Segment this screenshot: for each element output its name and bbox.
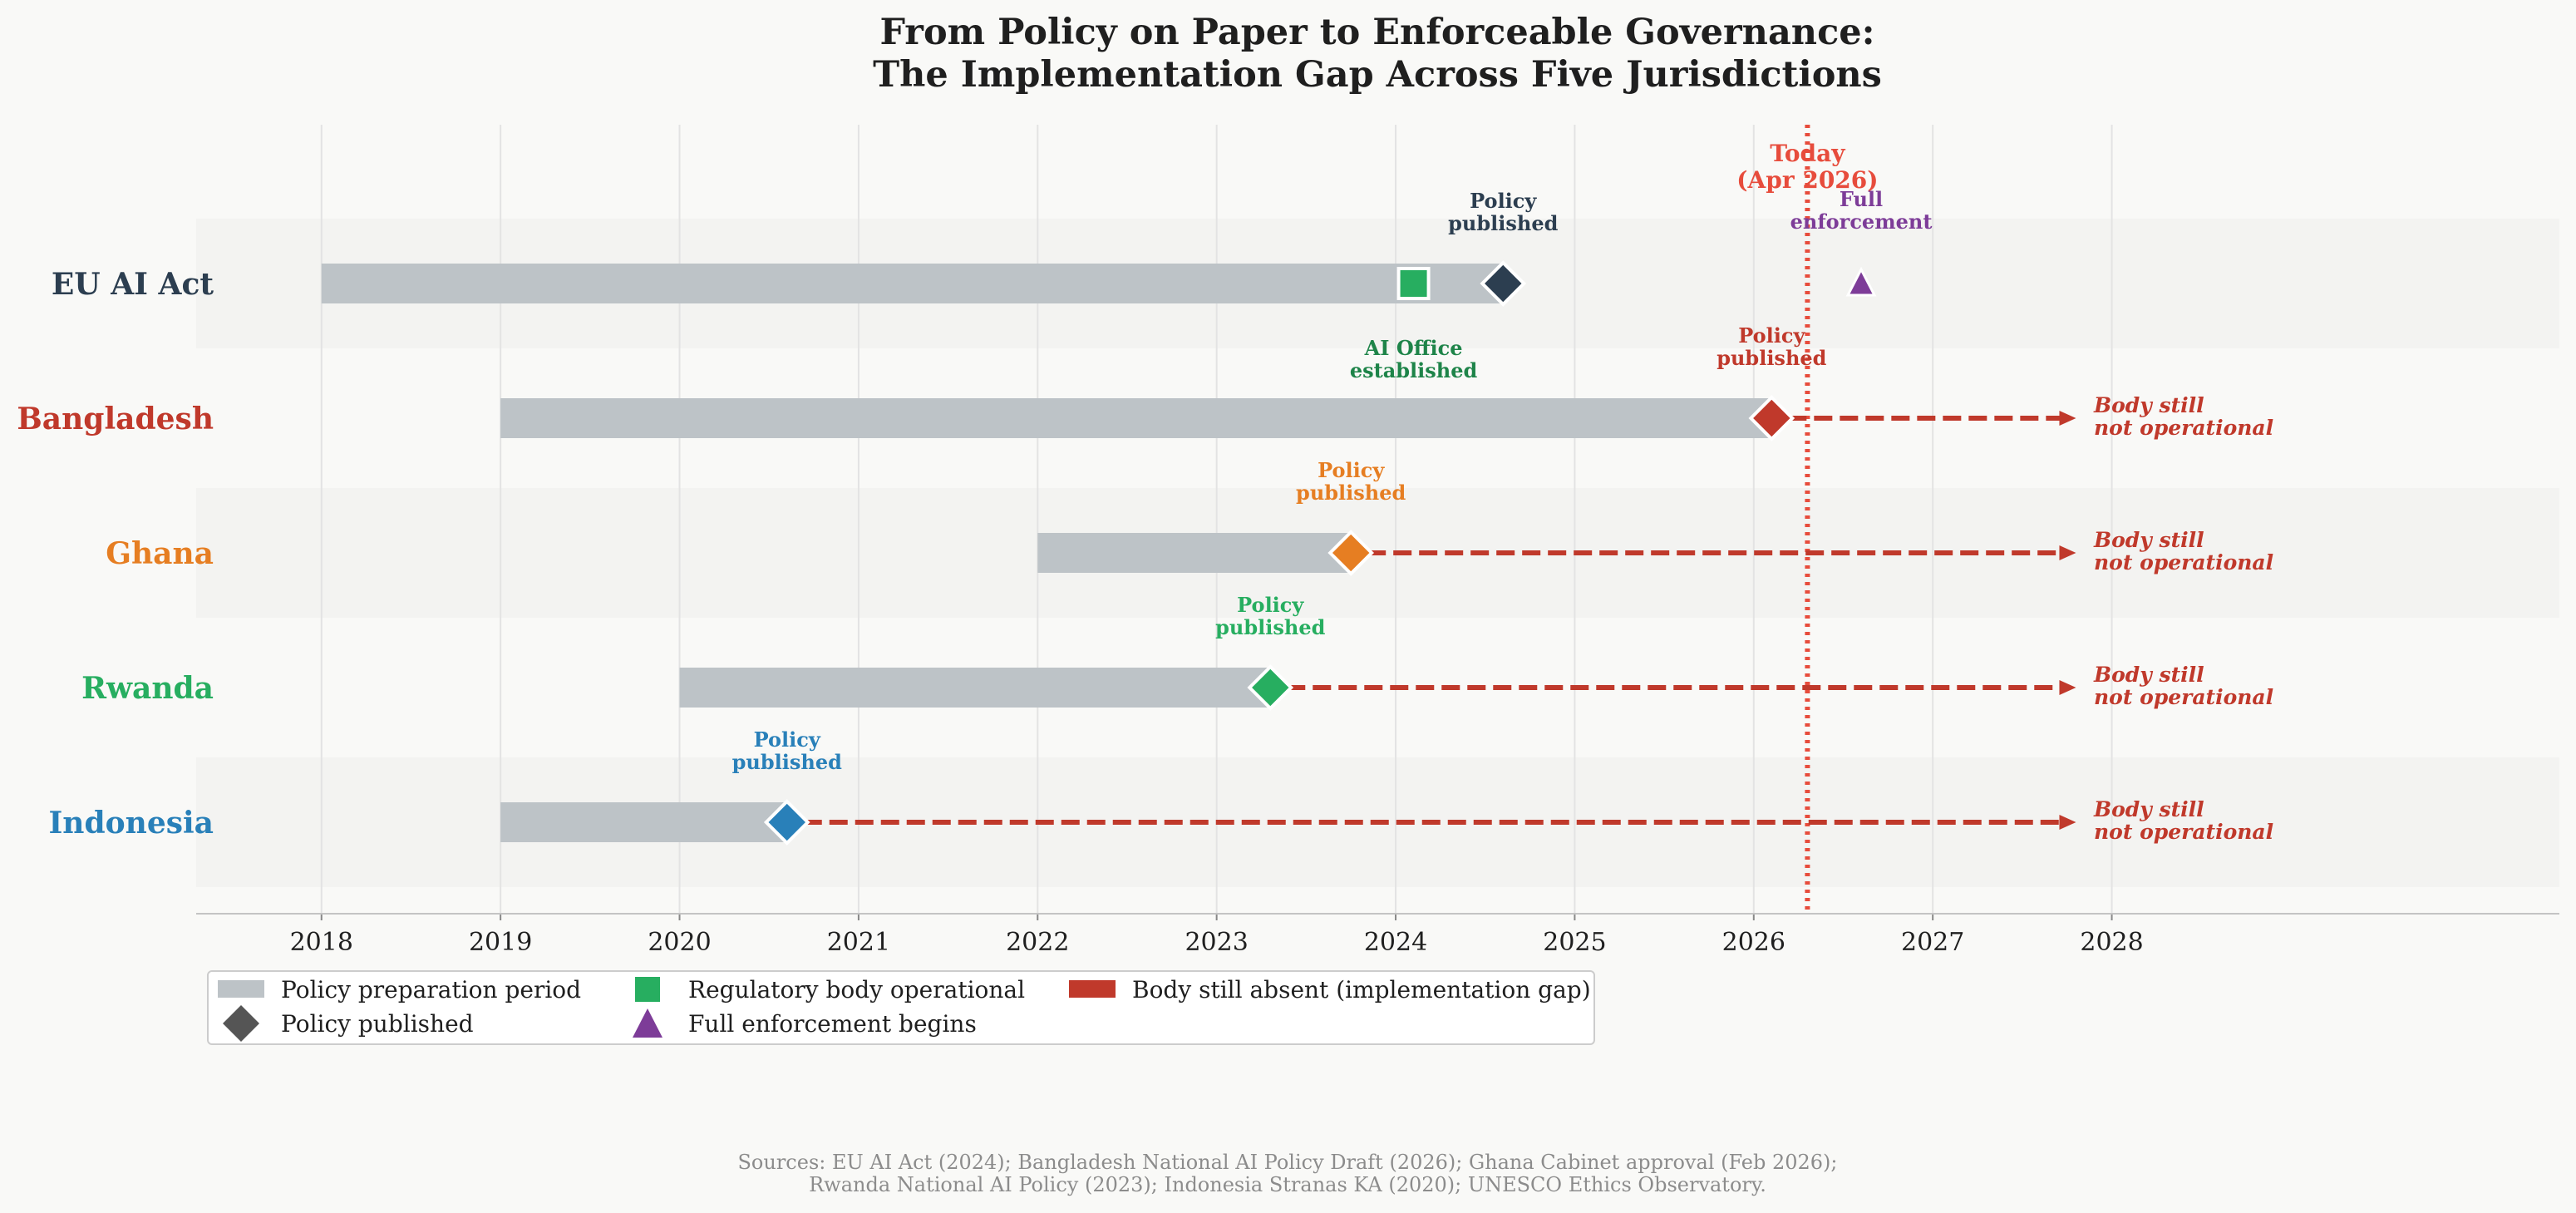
x-tick-label: 2025 [1543,928,1606,957]
gap-label-line2-4: not operational [2094,820,2273,844]
legend-swatch-gap [1069,980,1116,998]
x-tick-label: 2021 [827,928,890,957]
policy-label-line1-0: Policy [1470,189,1537,213]
gap-label-line1-2: Body still [2093,528,2204,552]
policy-label-line2-3: published [1215,615,1325,639]
gap-arrowhead-2 [2059,545,2076,560]
gap-label-line2-2: not operational [2094,550,2273,574]
policy-marker-2 [1327,530,1375,576]
y-label-2: Ghana [106,536,214,571]
body-marker-0 [1396,267,1431,300]
y-label-3: Rwanda [81,671,214,706]
legend-label-enforcement: Full enforcement begins [688,1010,977,1038]
gap-arrowhead-1 [2059,411,2076,426]
gap-arrowhead-4 [2059,815,2076,830]
gap-label-line1-3: Body still [2093,663,2204,687]
policy-label-line1-4: Policy [754,727,821,752]
today-label-line2: (Apr 2026) [1736,166,1878,194]
x-axis: 2018 2019 2020 2021 2022 2023 2024 2025 2026 2027… [196,913,2559,957]
y-label-0: EU AI Act [52,267,214,302]
gap-label-line1-1: Body still [2093,393,2204,417]
legend-box [207,970,1595,1045]
policy-label-line2-2: published [1296,481,1406,505]
today-line-group: Today(Apr 2026) [1736,125,1879,914]
policy-label-line1-1: Policy [1738,323,1805,348]
x-tick-label: 2027 [1901,928,1964,957]
policy-label-line2-4: published [732,750,842,774]
policy-marker-0 [1480,260,1527,307]
prep-bar-0 [321,264,1504,303]
policy-label-line1-2: Policy [1318,458,1385,482]
policy-label-line2-1: published [1717,346,1826,370]
gap-arrowhead-3 [2059,680,2076,695]
x-tick-label: 2020 [648,928,711,957]
x-tick-label: 2023 [1185,928,1248,957]
policy-marker-4 [763,799,810,846]
x-tick-label: 2022 [1006,928,1069,957]
y-label-4: Indonesia [48,806,214,841]
enforcement-label-line2: enforcement [1790,210,1933,234]
body-label-line1-0: AI Office [1364,336,1463,360]
source-note-line2: Rwanda National AI Policy (2023); Indone… [809,1173,1766,1196]
policy-marker-1 [1748,395,1795,441]
gap-label-line1-4: Body still [2093,797,2204,821]
source-note-line1: Sources: EU AI Act (2024); Bangladesh Na… [737,1151,1837,1174]
x-tick-label: 2018 [290,928,353,957]
chart-title-line2: The Implementation Gap Across Five Juris… [873,54,1882,96]
policy-marker-3 [1247,664,1294,711]
legend: Policy preparation period Regulatory bod… [207,970,1595,1045]
enforcement-marker-0 [1845,266,1877,297]
gap-label-line2-3: not operational [2094,685,2273,709]
x-tick-label: 2024 [1364,928,1427,957]
policy-label-line2-0: published [1448,211,1558,235]
policy-label-line1-3: Policy [1237,593,1304,617]
prep-bar-3 [679,668,1271,708]
legend-label-body: Regulatory body operational [688,976,1025,1003]
legend-label-prep: Policy preparation period [281,976,581,1003]
y-label-1: Bangladesh [17,402,214,436]
chart-title-line1: From Policy on Paper to Enforceable Gove… [880,12,1875,53]
body-label-line2-0: established [1350,358,1478,382]
gridlines [320,125,2113,914]
prep-bar-1 [500,398,1772,438]
x-tick-label: 2026 [1722,928,1785,957]
x-tick-label: 2019 [469,928,532,957]
legend-swatch-prep [218,980,264,998]
prep-bar-2 [1037,533,1352,573]
legend-label-gap: Body still absent (implementation gap) [1132,976,1591,1003]
x-tick-label: 2028 [2080,928,2143,957]
legend-swatch-enforcement [633,1008,662,1038]
legend-label-policy: Policy published [281,1010,474,1038]
today-label-line1: Today [1770,140,1845,167]
prep-bar-4 [500,802,787,842]
legend-swatch-policy [223,1005,259,1042]
gap-label-line2-1: not operational [2094,416,2273,440]
enforcement-label-line1: Full [1840,187,1883,211]
legend-swatch-body [635,977,660,1002]
